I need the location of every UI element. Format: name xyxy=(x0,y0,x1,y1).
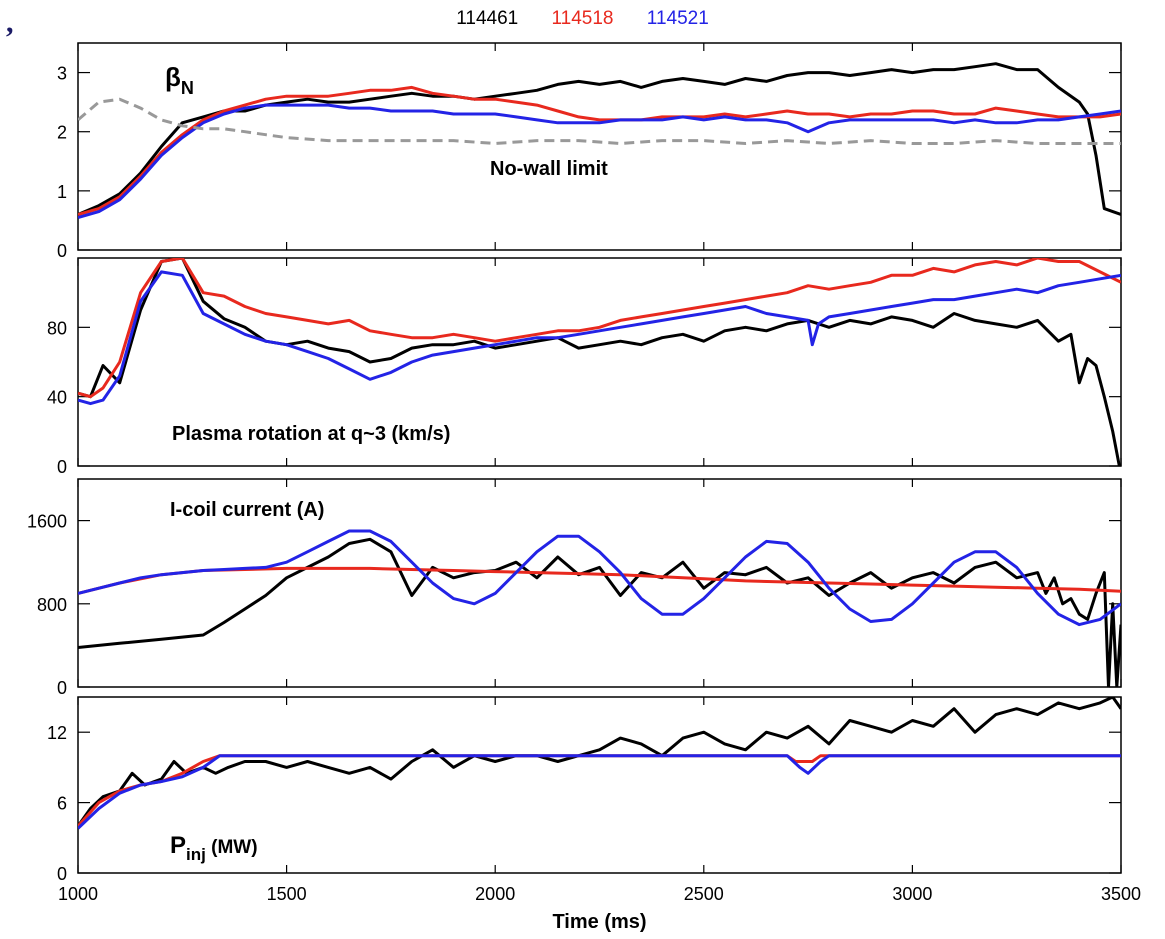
x-tick-label-2: 2000 xyxy=(475,884,515,904)
y-tick-label-1-0: 0 xyxy=(57,457,67,477)
x-tick-label-3: 2500 xyxy=(684,884,724,904)
panel-annotation-0: No-wall limit xyxy=(490,158,608,180)
y-tick-label-0-1: 1 xyxy=(57,182,67,202)
legend-entry-114521: 114521 xyxy=(646,8,709,29)
series-line-1-1 xyxy=(78,258,1121,399)
series-line-3-0 xyxy=(78,697,1121,827)
panel-frame-0 xyxy=(77,42,1122,251)
legend-entry-114518: 114518 xyxy=(551,8,614,29)
legend: 114461 114518 114521 xyxy=(0,8,1165,30)
panel-label-0: βN xyxy=(165,62,194,98)
legend-entry-114461: 114461 xyxy=(456,8,519,29)
y-tick-label-3-0: 0 xyxy=(57,864,67,884)
series-line-0-3 xyxy=(78,97,1121,145)
y-tick-label-3-2: 12 xyxy=(47,723,67,743)
x-tick-label-1: 1500 xyxy=(267,884,307,904)
series-line-2-1 xyxy=(78,566,1121,595)
y-tick-label-0-3: 3 xyxy=(57,64,67,84)
series-line-3-2 xyxy=(78,754,1121,830)
y-tick-label-3-1: 6 xyxy=(57,794,67,814)
y-tick-label-2-0: 0 xyxy=(57,678,67,698)
y-tick-label-0-2: 2 xyxy=(57,123,67,143)
series-line-1-0 xyxy=(78,258,1121,466)
x-tick-label-5: 3500 xyxy=(1101,884,1141,904)
series-line-0-1 xyxy=(78,85,1121,216)
series-line-0-0 xyxy=(78,62,1121,216)
x-axis-label: Time (ms) xyxy=(552,911,646,933)
panel-label-3: Pinj (MW) xyxy=(170,832,258,864)
panel-label-1: Plasma rotation at q~3 (km/s) xyxy=(172,423,450,445)
panel-frame-3 xyxy=(77,696,1122,874)
y-tick-label-1-2: 80 xyxy=(47,318,67,338)
series-line-2-0 xyxy=(78,537,1121,687)
panel-label-2: I-coil current (A) xyxy=(170,499,324,521)
y-tick-label-2-1: 800 xyxy=(37,595,67,615)
corner-mark: , xyxy=(6,6,14,39)
panel-frame-2 xyxy=(77,478,1122,688)
series-line-1-2 xyxy=(78,270,1121,406)
y-tick-label-1-1: 40 xyxy=(47,388,67,408)
series-line-2-2 xyxy=(78,529,1121,627)
y-tick-label-0-0: 0 xyxy=(57,241,67,261)
panel-frame-1 xyxy=(77,257,1122,467)
y-tick-label-2-2: 1600 xyxy=(27,512,67,532)
x-tick-label-0: 1000 xyxy=(58,884,98,904)
x-tick-label-4: 3000 xyxy=(892,884,932,904)
series-line-0-2 xyxy=(78,103,1121,219)
